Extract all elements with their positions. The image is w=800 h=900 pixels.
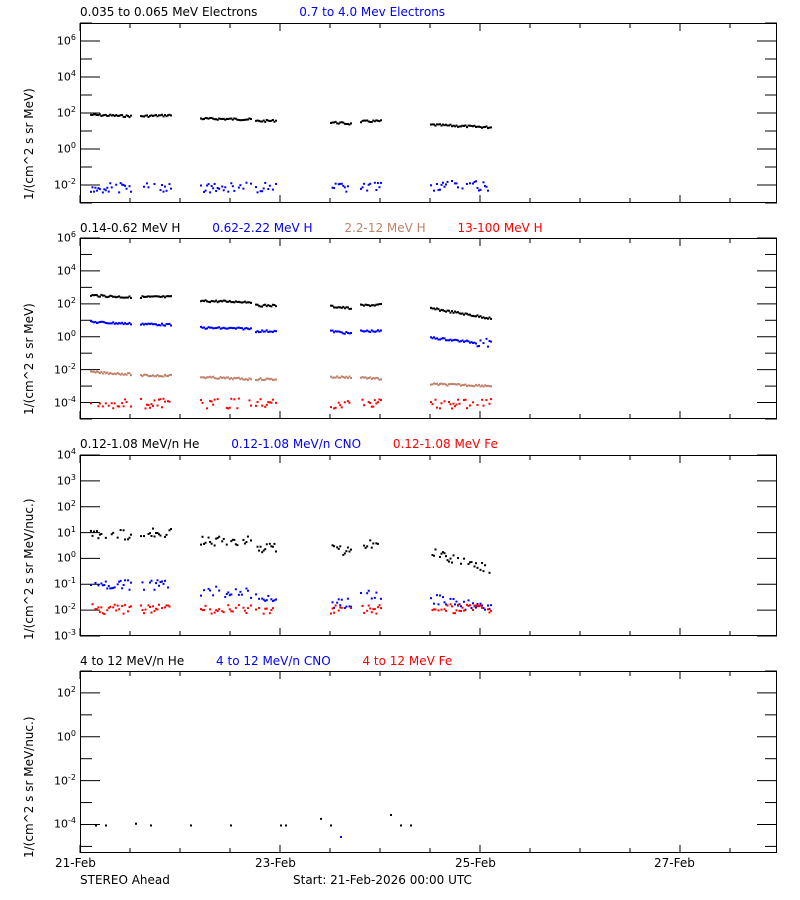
legend-h-2: 0.62-2.22 MeV H bbox=[212, 221, 313, 235]
spacecraft-label: STEREO Ahead bbox=[80, 873, 170, 887]
legend-he-low: 0.12-1.08 MeV/n He bbox=[80, 437, 200, 451]
y-tick-label: 10-4 bbox=[54, 394, 76, 410]
xtick-21feb: 21-Feb bbox=[55, 856, 96, 870]
y-tick-label: 104 bbox=[56, 262, 76, 278]
legend-h-3: 2.2-12 MeV H bbox=[344, 221, 426, 235]
legend-cno-low: 0.12-1.08 MeV/n CNO bbox=[231, 437, 362, 451]
y-tick-label: 102 bbox=[56, 105, 76, 120]
panel2-plot bbox=[80, 238, 777, 419]
y-tick-label: 100 bbox=[56, 550, 76, 566]
xtick-25feb: 25-Feb bbox=[455, 856, 496, 870]
y-tick-label: 102 bbox=[56, 498, 76, 514]
legend-he-high: 4 to 12 MeV/n He bbox=[80, 654, 185, 668]
y-tick-label: 100 bbox=[56, 328, 76, 344]
legend-h-1: 0.14-0.62 MeV H bbox=[80, 221, 181, 235]
y-tick-label: 102 bbox=[56, 295, 76, 311]
legend-fe-high: 4 to 12 MeV Fe bbox=[362, 654, 453, 668]
y-tick-label: 10-2 bbox=[54, 177, 76, 192]
y-tick-label: 100 bbox=[56, 728, 76, 744]
start-time-label: Start: 21-Feb-2026 00:00 UTC bbox=[293, 873, 472, 887]
y-tick-label: 102 bbox=[56, 684, 76, 700]
y-tick-label: 10-1 bbox=[54, 576, 76, 591]
y-tick-label: 104 bbox=[56, 69, 76, 84]
y-tick-label: 100 bbox=[56, 141, 76, 156]
y-tick-label: 104 bbox=[56, 447, 76, 462]
y-tick-label: 10-4 bbox=[54, 816, 76, 832]
y-tick-label: 10-2 bbox=[54, 602, 76, 617]
y-tick-label: 10-2 bbox=[54, 361, 76, 377]
legend-electrons-high: 0.7 to 4.0 Mev Electrons bbox=[299, 5, 446, 19]
y-tick-label: 103 bbox=[56, 472, 76, 488]
y-tick-label: 106 bbox=[56, 230, 76, 245]
panel4-legend: 4 to 12 MeV/n He 4 to 12 MeV/n CNO 4 to … bbox=[80, 654, 480, 668]
y-tick-label: 101 bbox=[56, 524, 76, 540]
panel2-legend: 0.14-0.62 MeV H 0.62-2.22 MeV H 2.2-12 M… bbox=[80, 221, 571, 235]
legend-h-4: 13-100 MeV H bbox=[457, 221, 543, 235]
y-tick-label: 10-3 bbox=[54, 628, 76, 643]
panel1-legend: 0.035 to 0.065 MeV Electrons 0.7 to 4.0 … bbox=[80, 5, 473, 19]
xtick-23feb: 23-Feb bbox=[255, 856, 296, 870]
legend-electrons-low: 0.035 to 0.065 MeV Electrons bbox=[80, 5, 258, 19]
panel4-plot bbox=[80, 671, 777, 853]
panel3-legend: 0.12-1.08 MeV/n He 0.12-1.08 MeV/n CNO 0… bbox=[80, 437, 526, 451]
xtick-27feb: 27-Feb bbox=[654, 856, 695, 870]
y-tick-label: 10-2 bbox=[54, 772, 76, 788]
legend-cno-high: 4 to 12 MeV/n CNO bbox=[216, 654, 331, 668]
legend-fe-low: 0.12-1.08 MeV Fe bbox=[392, 437, 498, 451]
y-tick-label: 106 bbox=[56, 33, 76, 48]
panel3-plot bbox=[80, 455, 777, 636]
